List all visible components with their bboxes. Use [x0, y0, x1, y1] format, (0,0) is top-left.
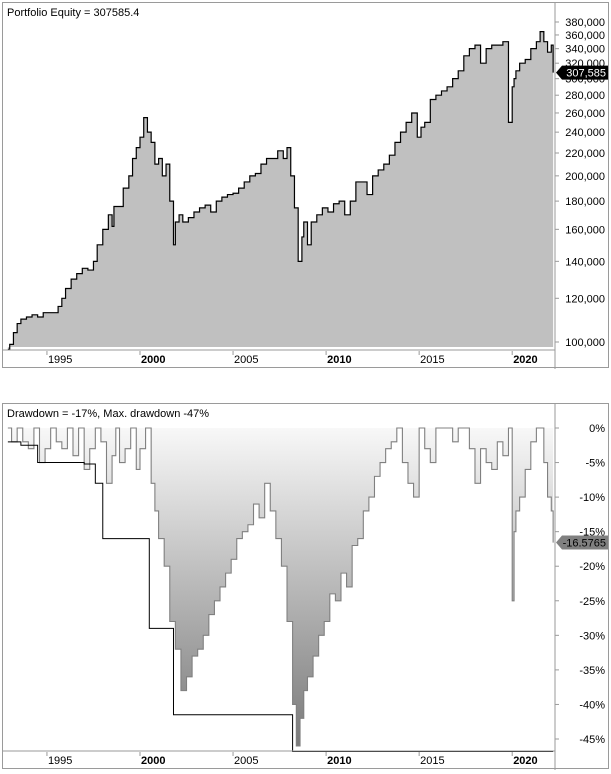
y-tick-label: 220,000 — [565, 148, 605, 160]
equity-last-value-badge: 307,585 — [556, 65, 608, 80]
x-tick-label: 2015 — [420, 354, 444, 366]
y-tick-label: 100,000 — [565, 337, 605, 349]
y-tick-label: -25% — [579, 596, 605, 608]
y-tick-label: -45% — [579, 734, 605, 746]
x-tick-label: 2010 — [327, 354, 351, 366]
x-tick-label: 2015 — [420, 755, 444, 767]
svg-text:-16.5765: -16.5765 — [563, 538, 606, 550]
drawdown-last-value-badge: -16.5765 — [556, 535, 608, 550]
x-tick-label: 1995 — [48, 755, 72, 767]
drawdown-chart: 1995 2000 2005 2010 2015 20200%-5%-10%-15%-20… — [3, 404, 608, 770]
drawdown-line — [7, 427, 554, 747]
max-drawdown-line — [7, 441, 554, 752]
y-tick-label: 140,000 — [565, 256, 605, 268]
y-tick-label: 260,000 — [565, 108, 605, 120]
y-tick-label: -35% — [579, 665, 605, 677]
equity-chart: 1995 2000 2005 2010 2015 2020 100,000 120,000 14… — [3, 3, 608, 369]
y-tick-label: -10% — [579, 492, 605, 504]
y-tick-label: -40% — [579, 699, 605, 711]
y-tick-label: 360,000 — [565, 30, 605, 42]
x-tick-label: 1995 — [48, 354, 72, 366]
equity-line — [7, 31, 554, 350]
equity-chart-panel: 1995 2000 2005 2010 2015 2020 100,000 120,000 14… — [2, 2, 609, 369]
drawdown-chart-panel: 1995 2000 2005 2010 2015 2020 0% -5% -10% -15% -20… — [2, 403, 609, 770]
x-tick-label: 2020 — [513, 755, 537, 767]
y-tick-label: 380,000 — [565, 17, 605, 29]
y-tick-label: -30% — [579, 630, 605, 642]
y-tick-label: 180,000 — [565, 196, 605, 208]
x-tick-label: 2005 — [234, 354, 258, 366]
y-tick-label: -20% — [579, 561, 605, 573]
x-tick-label: 2000 — [141, 354, 165, 366]
y-tick-label: 0% — [589, 423, 605, 435]
y-tick-label: -5% — [585, 458, 605, 470]
y-tick-label: 160,000 — [565, 224, 605, 236]
y-tick-label: 200,000 — [565, 171, 605, 183]
y-tick-label: 240,000 — [565, 127, 605, 139]
x-tick-label: 2010 — [327, 755, 351, 767]
y-tick-label: 280,000 — [565, 90, 605, 102]
x-tick-label: 2005 — [234, 755, 258, 767]
equity-title: Portfolio Equity = 307585.4 — [7, 7, 140, 19]
svg-text:307,585: 307,585 — [566, 68, 606, 80]
x-tick-label: 2000 — [141, 755, 165, 767]
x-tick-label: 2020 — [513, 354, 537, 366]
drawdown-title: Drawdown = -17%, Max. drawdown -47% — [7, 408, 210, 420]
equity-area — [7, 31, 554, 350]
y-tick-label: 340,000 — [565, 44, 605, 56]
y-tick-label: 120,000 — [565, 293, 605, 305]
